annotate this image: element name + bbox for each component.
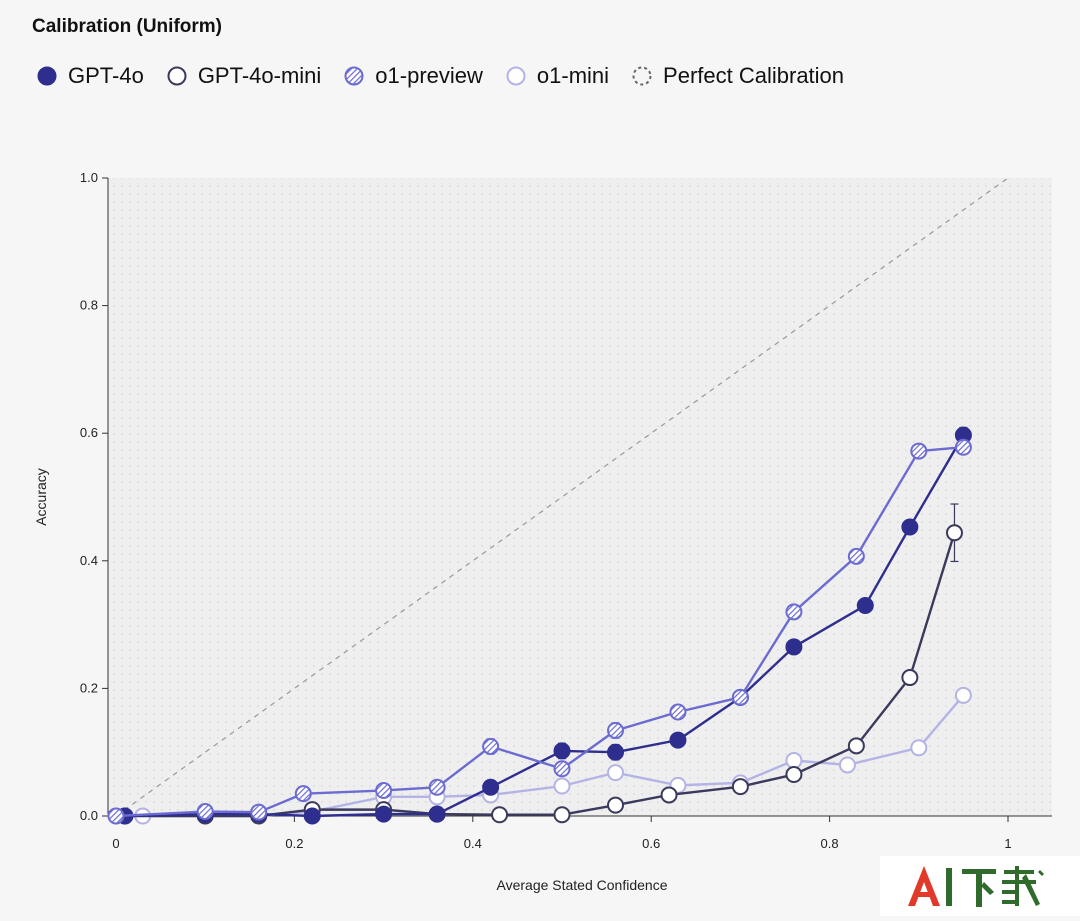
y-axis-label: Accuracy <box>33 468 49 526</box>
data-point <box>669 731 687 749</box>
x-tick-label: 0.4 <box>464 836 482 851</box>
data-point <box>607 796 625 814</box>
legend-marker-icon <box>167 66 187 86</box>
x-tick-label: 0 <box>112 836 119 851</box>
watermark-logo <box>880 856 1080 916</box>
data-point <box>553 777 571 795</box>
data-point <box>847 737 865 755</box>
data-point <box>553 742 571 760</box>
y-tick-label: 0.4 <box>80 553 98 568</box>
data-point <box>607 722 625 740</box>
data-point <box>607 743 625 761</box>
data-point <box>910 739 928 757</box>
data-point <box>553 806 571 824</box>
data-point <box>856 596 874 614</box>
data-point <box>375 781 393 799</box>
data-point <box>954 686 972 704</box>
data-point <box>669 703 687 721</box>
legend-item: o1-preview <box>343 63 483 89</box>
y-tick-label: 0.2 <box>80 680 98 695</box>
y-tick-label: 0.6 <box>80 425 98 440</box>
legend: GPT-4o GPT-4o-mini o1-preview o1-mini Perfec… <box>36 60 866 92</box>
x-tick-label: 0.2 <box>285 836 303 851</box>
data-point <box>107 807 125 825</box>
data-point <box>785 603 803 621</box>
data-point <box>731 778 749 796</box>
y-tick-label: 0.8 <box>80 298 98 313</box>
data-point <box>731 688 749 706</box>
perfect-calibration-line <box>115 177 1009 817</box>
data-point <box>901 518 919 536</box>
y-tick-label: 1.0 <box>80 170 98 185</box>
data-point <box>428 805 446 823</box>
x-axis-label: Average Stated Confidence <box>497 877 668 893</box>
data-point <box>954 438 972 456</box>
legend-marker-icon <box>37 66 57 86</box>
legend-marker-icon <box>344 66 364 86</box>
data-point <box>482 737 500 755</box>
data-point <box>303 807 321 825</box>
y-tick-label: 0.0 <box>80 808 98 823</box>
legend-item: GPT-4o <box>36 63 144 89</box>
data-point <box>785 638 803 656</box>
data-point <box>660 786 678 804</box>
legend-item: o1-mini <box>505 63 609 89</box>
data-point <box>785 751 803 769</box>
series-o1-preview <box>107 438 972 825</box>
data-point <box>945 524 963 542</box>
legend-label: Perfect Calibration <box>663 63 845 88</box>
data-point <box>491 806 509 824</box>
legend-item: Perfect Calibration <box>631 63 844 89</box>
data-point <box>375 805 393 823</box>
data-point <box>553 760 571 778</box>
legend-item: GPT-4o-mini <box>166 63 321 89</box>
chart-title: Calibration (Uniform) <box>32 16 222 37</box>
data-point <box>910 442 928 460</box>
x-tick-label: 1 <box>1004 836 1011 851</box>
data-point <box>838 756 856 774</box>
data-point <box>847 547 865 565</box>
data-point <box>294 785 312 803</box>
data-point <box>250 803 268 821</box>
legend-label: GPT-4o-mini <box>197 63 322 88</box>
data-point <box>607 764 625 782</box>
data-point <box>196 803 214 821</box>
data-point <box>785 766 803 784</box>
watermark-logo-image <box>908 866 1044 907</box>
data-point <box>482 778 500 796</box>
data-point <box>428 778 446 796</box>
legend-marker-icon <box>506 66 526 86</box>
legend-label: o1-mini <box>536 63 610 88</box>
x-tick-label: 0.6 <box>642 836 660 851</box>
legend-marker-icon <box>632 66 652 86</box>
legend-label: GPT-4o <box>68 63 144 88</box>
data-point <box>901 669 919 687</box>
legend-label: o1-preview <box>375 63 483 88</box>
x-tick-label: 0.8 <box>821 836 839 851</box>
